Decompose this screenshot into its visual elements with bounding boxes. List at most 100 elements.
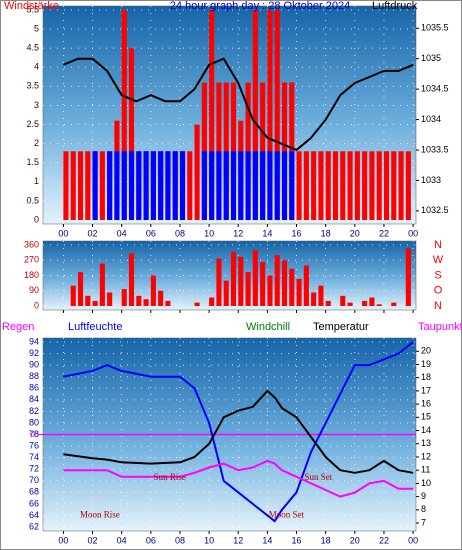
x-tick-label: 10 xyxy=(204,535,214,545)
y2-axis-label: Luftdruck xyxy=(372,0,418,12)
bar xyxy=(121,151,127,220)
y2-tick-label: 9 xyxy=(421,491,426,501)
x-tick-label: 20 xyxy=(350,228,360,238)
y-tick-label: 0 xyxy=(34,300,39,310)
y-tick-label: 88 xyxy=(29,371,39,381)
y-tick-label: 70 xyxy=(29,475,39,485)
bar xyxy=(281,151,288,220)
bar xyxy=(391,151,397,220)
y-tick-label: 92 xyxy=(29,348,39,358)
bar xyxy=(128,151,135,220)
bar xyxy=(354,151,360,220)
y2-tick-label: 12 xyxy=(421,451,431,461)
bar xyxy=(311,292,317,306)
x-tick-label: 10 xyxy=(204,228,214,238)
annotation: Sun Set xyxy=(304,472,332,482)
chart-title: 24 hour graph day : 28 Oktober 2024 xyxy=(170,0,350,12)
x-tick-label: 00 xyxy=(58,228,68,238)
bar xyxy=(296,278,302,306)
bar xyxy=(209,151,215,220)
bar xyxy=(274,151,280,220)
x-tick-label: 02 xyxy=(88,535,98,545)
y2-tick-label: 1033 xyxy=(421,175,441,185)
y-tick-label: 4 xyxy=(34,62,39,72)
x-tick-label: 00 xyxy=(58,535,68,545)
bar xyxy=(267,275,273,306)
bar xyxy=(340,295,346,306)
bar xyxy=(216,151,222,220)
bar xyxy=(194,302,200,306)
y-tick-label: 80 xyxy=(29,417,39,427)
bar xyxy=(332,151,339,220)
bar xyxy=(318,151,324,220)
legend-rain: Regen xyxy=(2,321,34,333)
y2-tick-label: 19 xyxy=(421,359,431,369)
bar xyxy=(303,151,309,220)
x-tick-label: 16 xyxy=(292,535,302,545)
bar xyxy=(128,253,135,306)
y-tick-label: 2.5 xyxy=(26,119,39,129)
y-tick-label: 78 xyxy=(29,429,39,439)
y2-tick-label: 1033.5 xyxy=(421,144,449,154)
bar xyxy=(179,151,186,220)
bar xyxy=(216,258,222,306)
bar xyxy=(165,151,171,220)
y-tick-label: 94 xyxy=(29,336,39,346)
y-tick-label: 180 xyxy=(24,270,39,280)
direction-label: N xyxy=(434,300,442,312)
bar xyxy=(289,151,295,220)
y-tick-label: 90 xyxy=(29,285,39,295)
annotation: Sun Rise xyxy=(154,472,186,482)
bar xyxy=(281,260,288,306)
x-tick-label: 00 xyxy=(408,228,418,238)
bar xyxy=(143,151,149,220)
y-axis-label: Windstärke xyxy=(4,0,59,12)
bar xyxy=(318,285,324,306)
x-tick-label: 18 xyxy=(321,228,331,238)
annotation: Moon Set xyxy=(269,510,305,520)
bar xyxy=(150,275,156,306)
bar xyxy=(77,151,84,220)
y2-tick-label: 13 xyxy=(421,438,431,448)
bar xyxy=(245,151,251,220)
y-tick-label: 72 xyxy=(29,464,39,474)
y-tick-label: 82 xyxy=(29,406,39,416)
y-tick-label: 74 xyxy=(29,452,39,462)
bar xyxy=(398,151,404,220)
bar xyxy=(77,272,84,306)
plot-background xyxy=(42,240,417,311)
bar xyxy=(362,300,368,306)
bar xyxy=(128,48,135,220)
y2-tick-label: 1035 xyxy=(421,53,441,63)
bar xyxy=(99,263,105,306)
y-tick-label: 76 xyxy=(29,440,39,450)
bar xyxy=(340,151,346,220)
bar xyxy=(107,292,113,306)
y2-tick-label: 14 xyxy=(421,425,431,435)
plot-background xyxy=(42,5,417,225)
y2-tick-label: 1034.5 xyxy=(421,84,449,94)
bar xyxy=(194,124,200,220)
bar xyxy=(267,151,273,220)
bar xyxy=(209,10,215,220)
y-tick-label: 90 xyxy=(29,360,39,370)
line xyxy=(63,389,414,474)
bar xyxy=(99,151,105,220)
y-tick-label: 360 xyxy=(24,239,39,249)
x-tick-label: 00 xyxy=(408,535,418,545)
bar xyxy=(70,285,76,306)
line xyxy=(63,459,414,498)
direction-label: W xyxy=(433,254,444,266)
bar xyxy=(303,265,309,306)
y-tick-label: 3.5 xyxy=(26,81,39,91)
y-tick-label: 0 xyxy=(34,214,39,224)
bar xyxy=(376,151,382,220)
y2-tick-label: 15 xyxy=(421,412,431,422)
bar xyxy=(223,280,229,306)
bar xyxy=(158,151,164,220)
line xyxy=(63,57,414,151)
bar xyxy=(238,151,244,220)
y-tick-label: 270 xyxy=(24,255,39,265)
